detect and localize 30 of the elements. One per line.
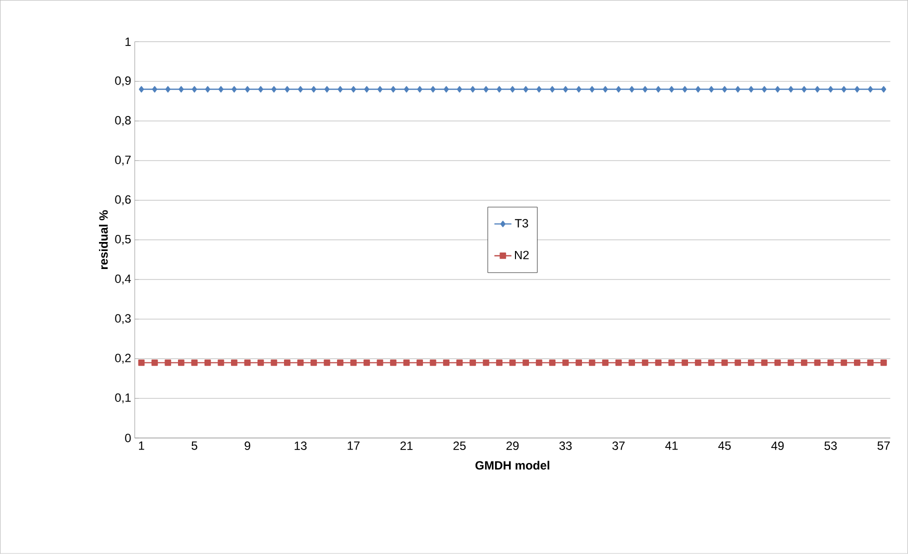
x-tick-label: 13 <box>294 442 307 450</box>
legend-label: N2 <box>514 250 529 260</box>
y-tick-label: 0,9 <box>115 76 131 86</box>
x-tick-label: 53 <box>824 442 837 450</box>
y-tick-label: 0,5 <box>115 235 131 245</box>
x-tick-label: 41 <box>665 442 678 450</box>
legend-label: T3 <box>514 219 528 228</box>
x-tick-label: 29 <box>506 442 519 450</box>
y-tick-label: 0,1 <box>115 394 131 404</box>
x-tick-label: 5 <box>192 442 198 450</box>
y-tick-label: 0,4 <box>115 274 131 285</box>
y-tick-label: 0,7 <box>115 156 131 166</box>
y-tick-label: 0,2 <box>115 354 131 364</box>
y-tick-label: 0,6 <box>115 195 131 206</box>
y-tick-label: 0 <box>125 434 131 442</box>
x-tick-label: 49 <box>771 442 784 450</box>
x-tick-label: 21 <box>400 442 413 450</box>
x-tick-label: 37 <box>612 442 625 450</box>
x-tick-label: 57 <box>877 442 890 450</box>
y-tick-label: 0,3 <box>115 314 131 324</box>
x-axis-title: GMDH model <box>475 460 550 470</box>
x-tick-label: 1 <box>138 442 144 450</box>
y-axis-title: residual % <box>99 210 108 270</box>
y-tick-label: 0,8 <box>115 116 131 126</box>
x-tick-label: 9 <box>244 442 250 450</box>
y-tick-label: 1 <box>126 38 131 46</box>
x-tick-label: 17 <box>348 442 360 450</box>
x-tick-label: 25 <box>453 442 466 450</box>
x-tick-label: 45 <box>718 442 731 450</box>
x-tick-label: 33 <box>559 442 572 450</box>
